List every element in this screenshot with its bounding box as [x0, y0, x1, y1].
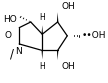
Polygon shape	[42, 50, 43, 59]
Polygon shape	[57, 12, 58, 22]
Text: /: /	[10, 47, 14, 60]
Text: ••OH: ••OH	[82, 31, 106, 40]
Text: HO: HO	[3, 15, 17, 24]
Text: OH: OH	[61, 2, 75, 11]
Text: H: H	[39, 62, 45, 71]
Text: O: O	[4, 31, 11, 40]
Text: H: H	[39, 13, 45, 22]
Text: OH: OH	[61, 62, 75, 71]
Polygon shape	[57, 50, 58, 60]
Text: N: N	[15, 47, 22, 56]
Polygon shape	[42, 25, 43, 34]
